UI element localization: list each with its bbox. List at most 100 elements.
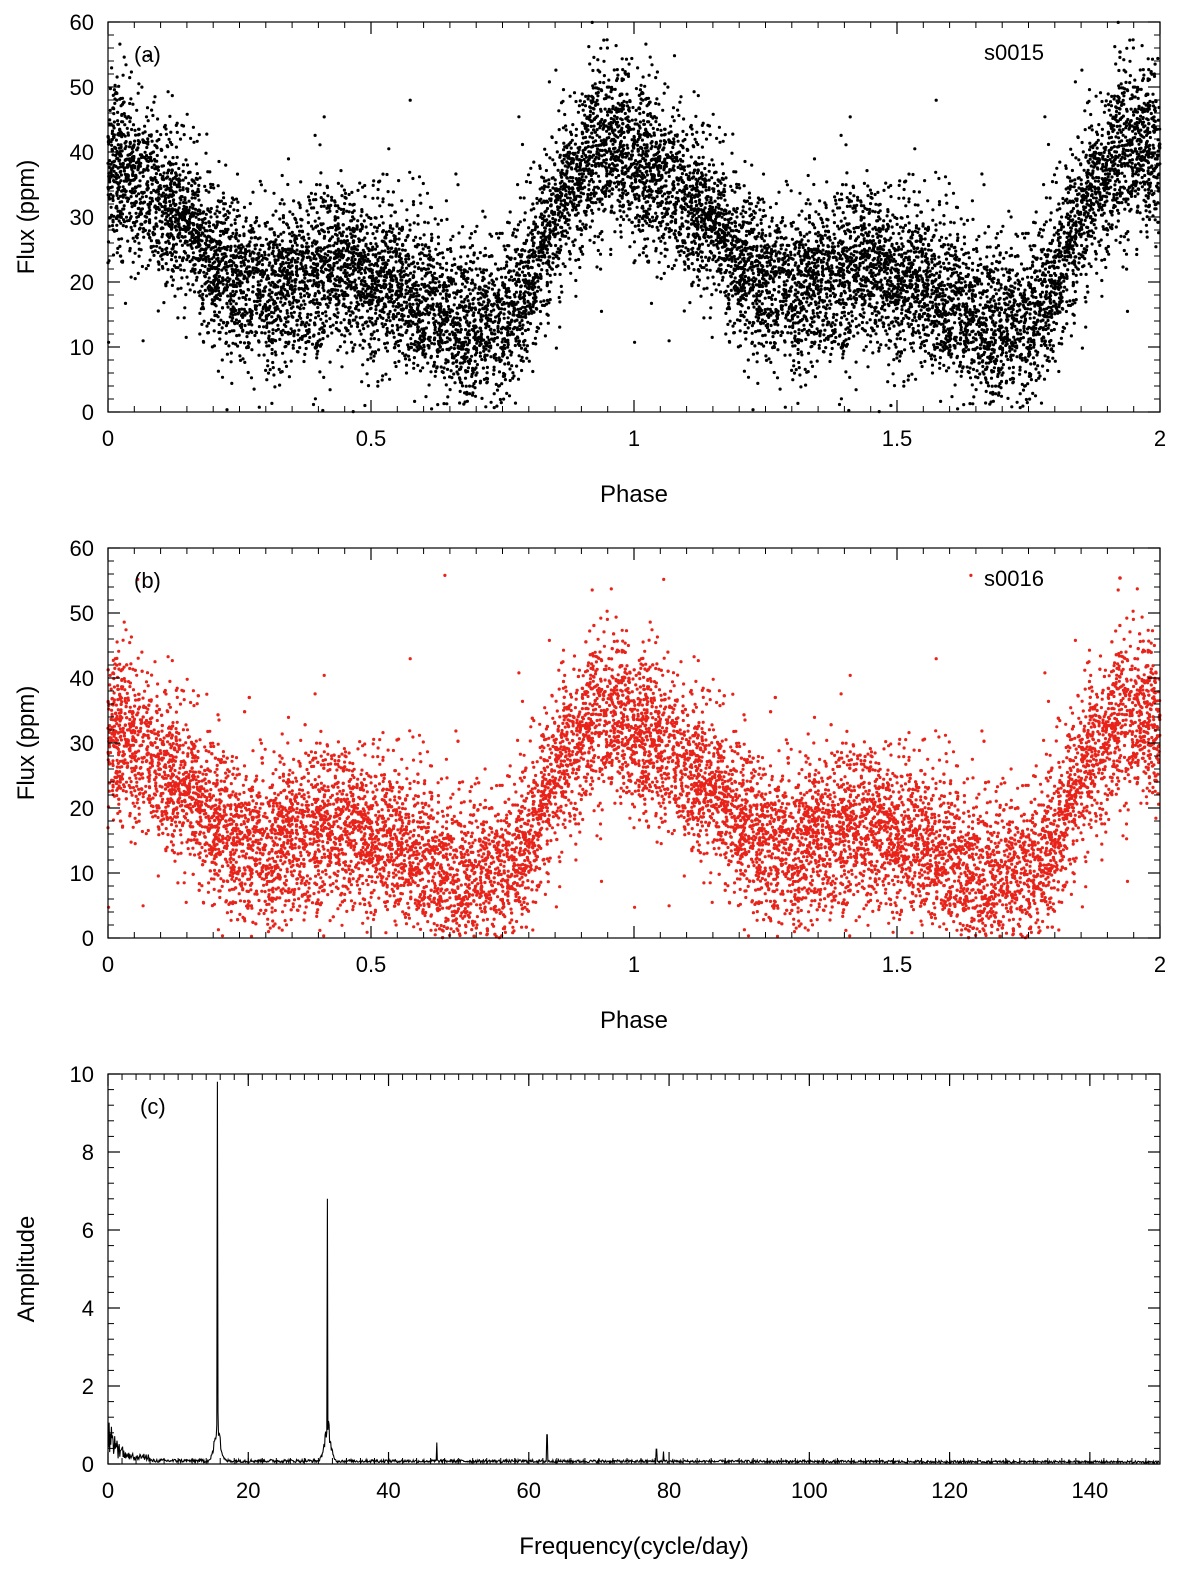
data-point [671,115,674,118]
data-point [705,268,708,271]
data-point [724,332,727,335]
data-point [791,341,794,344]
data-point [1095,272,1098,275]
data-point [1134,195,1137,198]
data-point [1090,265,1093,268]
data-point [955,281,958,284]
data-point [416,214,419,217]
data-point [677,183,680,186]
data-point [1119,235,1122,238]
data-point [726,204,729,207]
data-point [835,313,838,316]
data-point [650,302,653,305]
data-point [889,219,892,222]
data-point [1114,158,1117,161]
data-point [458,401,461,404]
data-point [389,319,392,322]
data-point [837,343,840,346]
data-point [326,227,329,230]
data-point [842,350,845,353]
data-point [814,375,817,378]
data-point [943,223,946,226]
data-point [413,400,416,403]
data-point [429,281,432,284]
data-point [569,95,572,98]
data-point [700,213,703,216]
data-point [1139,181,1142,184]
data-point [631,150,634,153]
data-point [453,347,456,350]
data-point [387,190,390,193]
data-point [555,141,558,144]
data-point [1077,261,1080,264]
data-point [899,282,902,285]
data-point [398,237,401,240]
data-point [603,153,606,156]
data-point [1007,210,1010,213]
data-point [1065,300,1068,303]
data-point [992,255,995,258]
data-point [261,263,264,266]
data-point [326,335,329,338]
data-point [302,307,305,310]
data-point [481,210,484,213]
data-point [1047,271,1050,274]
data-point [1021,405,1024,408]
data-point [882,244,885,247]
data-point [933,315,936,318]
data-point [800,238,803,241]
data-point [697,94,700,97]
data-point [343,189,346,192]
data-point [1106,191,1109,194]
data-point [162,301,165,304]
data-point [142,175,145,178]
data-point [994,385,997,388]
data-point [1074,156,1077,159]
data-point [180,276,183,279]
data-point [255,243,258,246]
data-point [808,231,811,234]
data-point [945,202,948,205]
data-point [329,250,332,253]
data-point [920,309,923,312]
data-point [521,324,524,327]
data-point [1012,377,1015,380]
data-point [221,358,224,361]
data-point [1118,56,1121,59]
data-point [434,320,437,323]
data-point [945,237,948,240]
data-point [110,206,113,209]
data-point [464,369,467,372]
data-point [176,131,179,134]
data-point [986,272,989,275]
data-point [1102,225,1105,228]
data-point [274,353,277,356]
data-point [539,310,542,313]
data-point [1002,292,1005,295]
data-point [116,251,119,254]
data-point [138,171,141,174]
data-point [407,348,410,351]
data-point [577,111,580,114]
data-point [701,228,704,231]
data-point [625,214,628,217]
data-point [421,366,424,369]
data-point [177,167,180,170]
data-point [268,288,271,291]
data-point [247,260,250,263]
data-point [508,349,511,352]
data-point [1060,337,1063,340]
data-point [584,175,587,178]
data-point [433,364,436,367]
data-point [609,253,612,256]
data-point [1065,310,1068,313]
data-point [266,221,269,224]
data-point [124,115,127,118]
data-point [486,377,489,380]
data-point [272,373,275,376]
data-point [668,175,671,178]
data-point [400,313,403,316]
data-point [617,174,620,177]
data-point [930,357,933,360]
data-point [938,203,941,206]
